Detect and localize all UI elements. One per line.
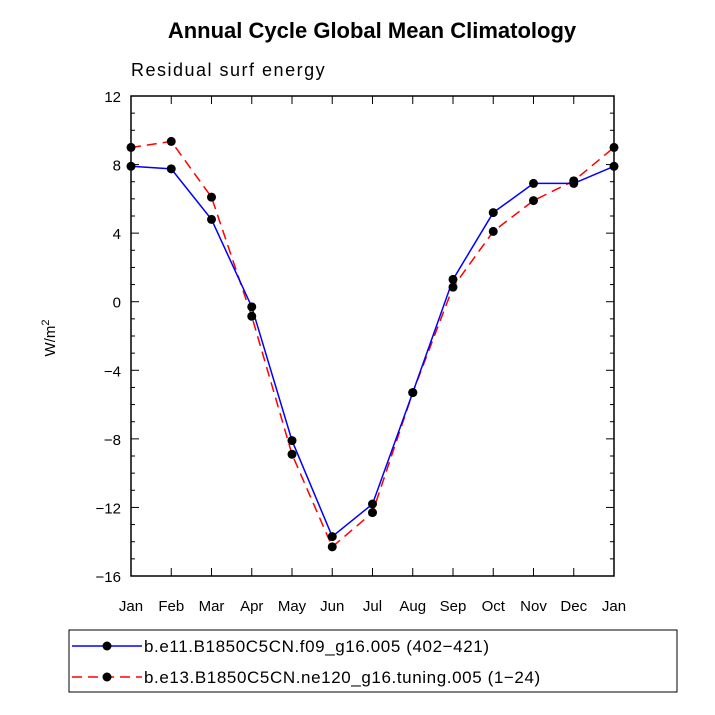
y-tick-label: −12 — [96, 500, 121, 517]
x-tick-label: Jul — [363, 598, 382, 615]
legend-marker-blue — [102, 641, 112, 651]
x-tick-label: Nov — [520, 598, 547, 615]
series-0-point — [126, 161, 136, 171]
series-0-point — [247, 302, 257, 312]
y-tick-label: 0 — [113, 295, 121, 312]
x-tick-label: Apr — [240, 598, 263, 615]
x-tick-label: Aug — [399, 598, 426, 615]
y-axis-ticks: 12 8 4 0 −4 −8 −12 −16 — [96, 89, 614, 586]
series-1-point — [408, 388, 418, 398]
y-axis-label: W/m2 — [40, 320, 59, 357]
series-0-point — [609, 161, 619, 171]
y-axis-label-superscript: 2 — [40, 320, 52, 326]
data-series — [126, 136, 619, 552]
series-1-point — [448, 282, 458, 292]
series-1-point — [126, 142, 136, 152]
series-0-point — [166, 164, 176, 174]
series-0-point — [448, 274, 458, 284]
legend: b.e11.B1850C5CN.f09_g16.005 (402−421) b.… — [68, 629, 678, 693]
series-0-point — [529, 178, 538, 188]
x-tick-label: Jan — [602, 598, 626, 615]
legend-box — [68, 629, 678, 693]
series-1-point — [166, 136, 176, 146]
series-1-point — [368, 508, 377, 518]
series-1-point — [207, 192, 216, 202]
legend-label-red: b.e13.B1850C5CN.ne120_g16.tuning.005 (1−… — [144, 668, 541, 687]
x-tick-label: Jan — [119, 598, 143, 615]
x-tick-label: Jun — [320, 598, 344, 615]
y-tick-label: −16 — [96, 569, 121, 586]
series-1-point — [488, 226, 498, 236]
x-tick-label: Sep — [440, 598, 467, 615]
x-tick-label: Feb — [158, 598, 184, 615]
series-1-point — [529, 196, 538, 206]
x-tick-label: Oct — [482, 598, 506, 615]
y-tick-label: 12 — [104, 89, 121, 106]
y-axis-label-text: W/m — [42, 326, 59, 357]
series-1-point — [609, 142, 619, 152]
x-tick-label: Mar — [199, 598, 225, 615]
x-axis-ticks: Jan Feb Mar Apr May Jun Jul Aug Sep Oct Nov Dec Jan — [119, 96, 626, 615]
y-tick-label: 8 — [113, 158, 121, 175]
series-1-point — [287, 449, 297, 459]
series-0-point — [488, 208, 498, 218]
legend-marker-red — [102, 672, 112, 682]
chart-title: Annual Cycle Global Mean Climatology — [168, 18, 577, 43]
plot-frame — [130, 95, 615, 577]
series-1-point — [247, 311, 257, 321]
y-tick-label: −8 — [104, 432, 121, 449]
series-line-1 — [130, 140, 615, 549]
series-1-point — [327, 542, 337, 552]
series-0-point — [327, 532, 337, 542]
legend-label-blue: b.e11.B1850C5CN.f09_g16.005 (402−421) — [144, 637, 490, 656]
y-tick-label: 4 — [113, 226, 121, 243]
x-tick-label: Dec — [560, 598, 587, 615]
series-0-point — [368, 499, 377, 509]
series-1-point — [569, 176, 579, 186]
chart-subtitle: Residual surf energy — [131, 60, 326, 80]
y-tick-label: −4 — [104, 363, 121, 380]
series-0-point — [287, 436, 297, 446]
series-0-point — [207, 214, 216, 224]
x-tick-label: May — [278, 598, 307, 615]
series-line-0 — [130, 165, 615, 538]
